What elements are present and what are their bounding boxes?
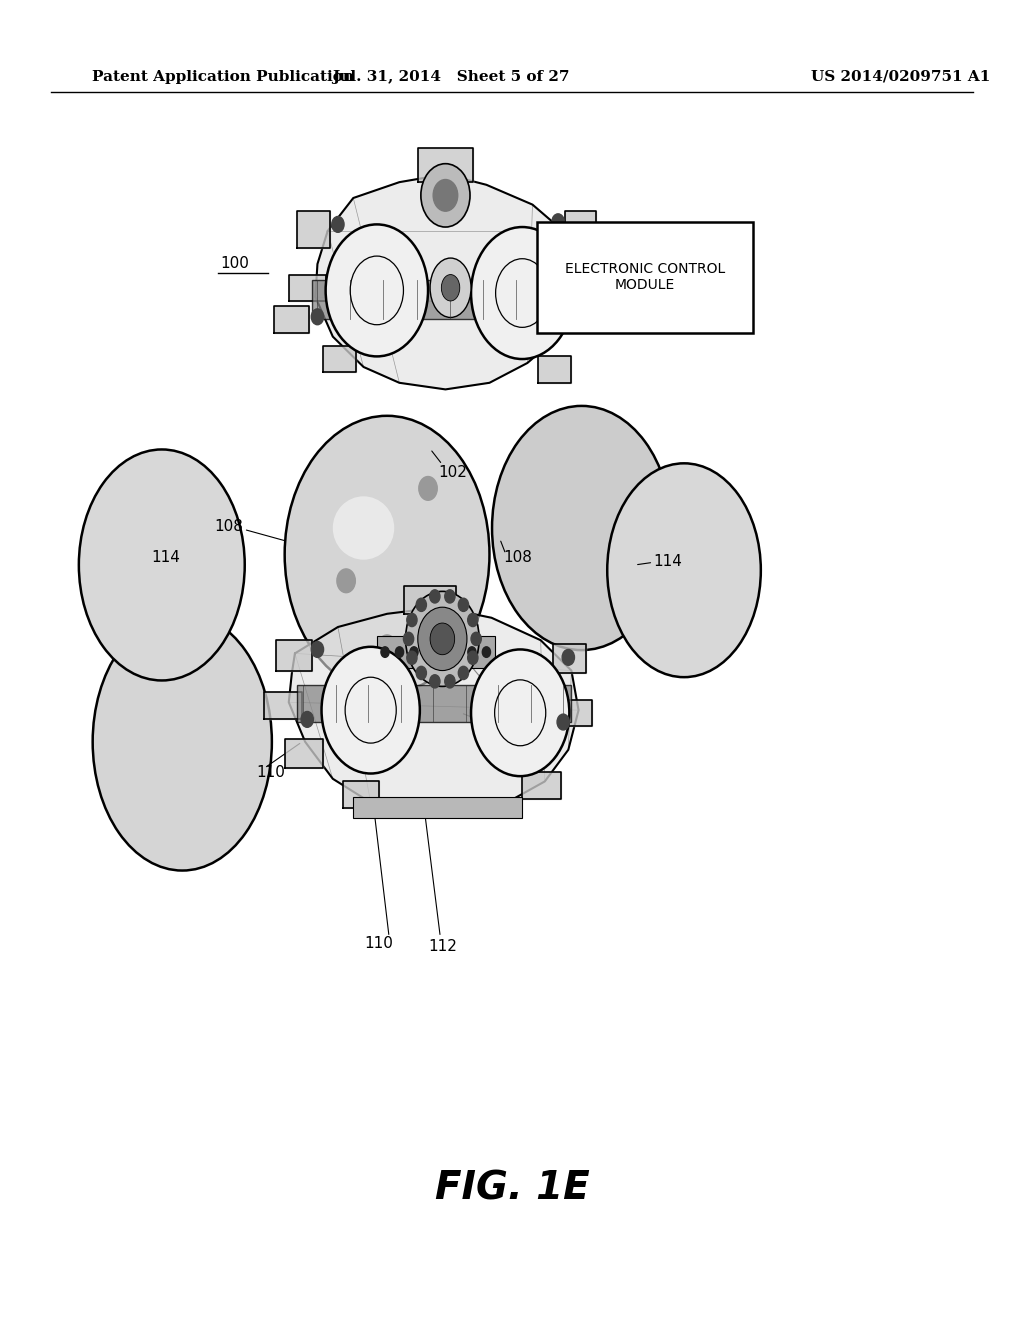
Polygon shape: [558, 700, 592, 726]
Circle shape: [406, 591, 479, 686]
Circle shape: [430, 623, 455, 655]
Polygon shape: [553, 644, 586, 673]
Circle shape: [439, 647, 447, 657]
Circle shape: [332, 216, 344, 232]
Ellipse shape: [441, 275, 460, 301]
Text: 112: 112: [428, 939, 457, 954]
Circle shape: [468, 651, 478, 664]
Circle shape: [416, 667, 426, 680]
Circle shape: [459, 598, 469, 611]
Text: 102: 102: [438, 465, 467, 480]
Text: 112: 112: [504, 701, 532, 717]
Circle shape: [430, 590, 440, 603]
Circle shape: [471, 632, 481, 645]
Circle shape: [410, 647, 418, 657]
Circle shape: [311, 309, 324, 325]
Circle shape: [322, 647, 420, 774]
Text: 114: 114: [653, 553, 682, 569]
Circle shape: [395, 647, 403, 657]
Text: Patent Application Publication: Patent Application Publication: [92, 70, 354, 83]
Ellipse shape: [607, 463, 761, 677]
Circle shape: [444, 590, 455, 603]
Circle shape: [418, 607, 467, 671]
Text: Jul. 31, 2014   Sheet 5 of 27: Jul. 31, 2014 Sheet 5 of 27: [332, 70, 569, 83]
Text: 110: 110: [256, 764, 285, 780]
Text: 110: 110: [504, 725, 532, 741]
Ellipse shape: [285, 416, 489, 693]
Circle shape: [421, 164, 470, 227]
Ellipse shape: [79, 449, 245, 681]
Circle shape: [562, 649, 574, 665]
Polygon shape: [538, 356, 571, 383]
Polygon shape: [343, 781, 379, 808]
Text: US 2014/0209751 A1: US 2014/0209751 A1: [811, 70, 991, 83]
Text: 108: 108: [214, 519, 243, 535]
Circle shape: [482, 647, 490, 657]
Polygon shape: [264, 692, 302, 719]
Text: 104: 104: [438, 193, 467, 209]
Polygon shape: [285, 739, 323, 768]
Polygon shape: [276, 640, 312, 671]
Circle shape: [459, 667, 469, 680]
Text: FIG. 1E: FIG. 1E: [434, 1170, 590, 1206]
FancyBboxPatch shape: [297, 685, 571, 722]
Circle shape: [567, 312, 580, 327]
Circle shape: [416, 598, 426, 611]
Polygon shape: [289, 607, 579, 816]
Circle shape: [337, 569, 355, 593]
Circle shape: [326, 224, 428, 356]
Circle shape: [407, 614, 417, 627]
Text: 106: 106: [586, 223, 614, 239]
Polygon shape: [323, 346, 356, 372]
Circle shape: [430, 675, 440, 688]
Circle shape: [557, 714, 569, 730]
FancyBboxPatch shape: [353, 797, 522, 818]
Ellipse shape: [492, 407, 672, 651]
Circle shape: [424, 647, 432, 657]
Circle shape: [471, 227, 573, 359]
Text: 108: 108: [504, 549, 532, 565]
Circle shape: [311, 642, 324, 657]
Polygon shape: [274, 306, 309, 333]
Circle shape: [471, 649, 569, 776]
Circle shape: [552, 214, 564, 230]
Circle shape: [378, 635, 396, 659]
FancyBboxPatch shape: [312, 280, 591, 319]
Polygon shape: [418, 148, 473, 182]
Polygon shape: [565, 211, 596, 248]
FancyBboxPatch shape: [377, 636, 495, 668]
Ellipse shape: [92, 612, 271, 871]
Polygon shape: [522, 772, 561, 799]
Circle shape: [454, 647, 462, 657]
Circle shape: [301, 711, 313, 727]
Circle shape: [468, 647, 476, 657]
Polygon shape: [289, 275, 326, 301]
Ellipse shape: [333, 496, 394, 560]
Circle shape: [433, 180, 458, 211]
Polygon shape: [404, 586, 456, 614]
Text: 114: 114: [152, 549, 180, 565]
Polygon shape: [297, 211, 330, 248]
Text: 100: 100: [220, 256, 249, 272]
Circle shape: [407, 651, 417, 664]
Circle shape: [444, 675, 455, 688]
FancyBboxPatch shape: [537, 222, 754, 333]
Circle shape: [468, 614, 478, 627]
Ellipse shape: [430, 259, 471, 318]
Text: 104: 104: [504, 676, 532, 692]
Text: ELECTRONIC CONTROL
MODULE: ELECTRONIC CONTROL MODULE: [565, 263, 725, 292]
Polygon shape: [315, 174, 579, 389]
Circle shape: [403, 632, 414, 645]
Polygon shape: [568, 277, 599, 304]
Circle shape: [381, 647, 389, 657]
Text: 110: 110: [365, 936, 393, 952]
Circle shape: [419, 477, 437, 500]
